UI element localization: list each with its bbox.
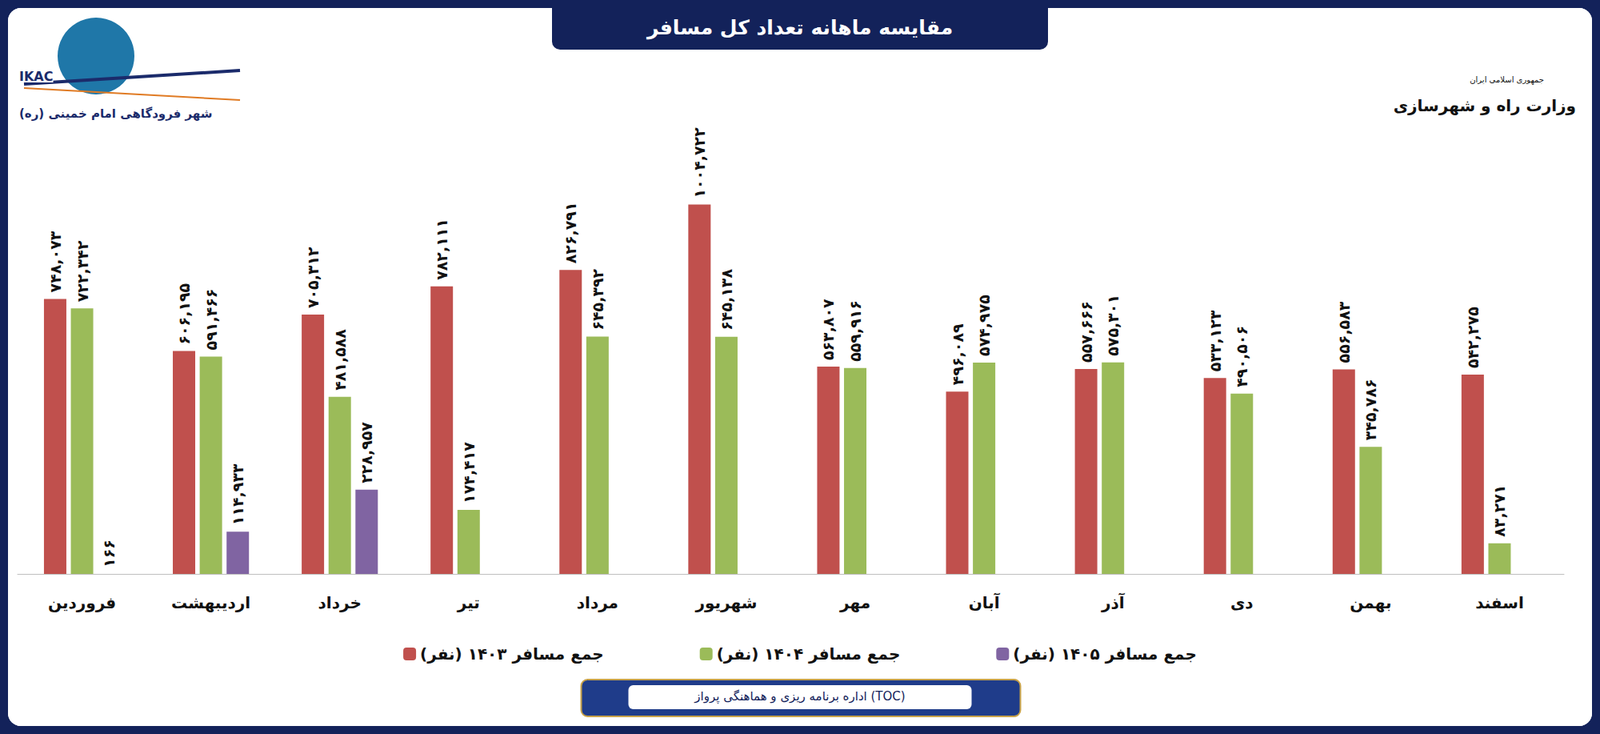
- svg-text:۴۹۰,۵۰۶: ۴۹۰,۵۰۶: [1232, 325, 1251, 388]
- svg-text:اداره برنامه ریزی و هماهنگی پر: اداره برنامه ریزی و هماهنگی پرواز (TOC): [693, 688, 905, 704]
- svg-text:تیر: تیر: [456, 592, 480, 612]
- svg-text:شهر فرودگاهی امام خمینی (ره): شهر فرودگاهی امام خمینی (ره): [19, 106, 213, 121]
- svg-text:۶۴۵,۳۹۲: ۶۴۵,۳۹۲: [588, 268, 607, 330]
- svg-text:جمع مسافر ۱۴۰۵ (نفر): جمع مسافر ۱۴۰۵ (نفر): [1012, 644, 1197, 664]
- svg-text:جمهوری اسلامی ایران: جمهوری اسلامی ایران: [1469, 75, 1544, 85]
- svg-text:۸۲۶,۷۹۱: ۸۲۶,۷۹۱: [561, 201, 580, 264]
- svg-text:۵۵۷,۶۶۶: ۵۵۷,۶۶۶: [1077, 300, 1096, 363]
- svg-text:۷۲۲,۳۴۲: ۷۲۲,۳۴۲: [73, 240, 92, 302]
- svg-text:۵۵۶,۵۸۳: ۵۵۶,۵۸۳: [1335, 300, 1353, 363]
- svg-text:۷۸۲,۱۱۱: ۷۸۲,۱۱۱: [432, 218, 451, 280]
- svg-text:۵۵۹,۹۱۶: ۵۵۹,۹۱۶: [846, 300, 864, 362]
- svg-text:آذر: آذر: [1100, 592, 1126, 612]
- svg-text:۴۹۶,۰۸۹: ۴۹۶,۰۸۹: [948, 323, 967, 385]
- svg-text:مهر: مهر: [839, 592, 871, 612]
- svg-text:جمع مسافر ۱۴۰۳ (نفر): جمع مسافر ۱۴۰۳ (نفر): [420, 644, 604, 664]
- svg-text:۳۴۵,۷۸۶: ۳۴۵,۷۸۶: [1361, 378, 1380, 440]
- svg-text:مقایسه ماهانه تعداد کل مسافر: مقایسه ماهانه تعداد کل مسافر: [645, 16, 953, 40]
- svg-text:اسفند: اسفند: [1475, 592, 1524, 612]
- svg-text:۶۴۵,۱۳۸: ۶۴۵,۱۳۸: [717, 268, 736, 331]
- svg-text:خرداد: خرداد: [318, 592, 362, 612]
- svg-text:۱۱۴,۹۳۳: ۱۱۴,۹۳۳: [228, 463, 247, 525]
- svg-text:۷۰۵,۳۱۲: ۷۰۵,۳۱۲: [304, 246, 322, 308]
- svg-text:۵۴۲,۲۷۵: ۵۴۲,۲۷۵: [1464, 306, 1482, 368]
- svg-text:بهمن: بهمن: [1349, 592, 1392, 612]
- svg-text:۱۶۶: ۱۶۶: [100, 539, 118, 568]
- svg-text:شهریور: شهریور: [695, 592, 758, 612]
- svg-text:۱۷۴,۴۱۷: ۱۷۴,۴۱۷: [460, 441, 478, 504]
- svg-text:۶۰۶,۱۹۵: ۶۰۶,۱۹۵: [175, 282, 193, 344]
- svg-text:وزارت راه و شهرسازی: وزارت راه و شهرسازی: [1393, 96, 1576, 116]
- svg-text:۷۴۸,۰۷۳: ۷۴۸,۰۷۳: [46, 230, 64, 292]
- svg-text:فروردین: فروردین: [48, 592, 116, 612]
- svg-text:مرداد: مرداد: [576, 592, 619, 612]
- svg-text:آبان: آبان: [968, 592, 1001, 612]
- svg-text:۵۷۴,۹۷۵: ۵۷۴,۹۷۵: [975, 294, 993, 356]
- svg-text:اردیبهشت: اردیبهشت: [171, 592, 251, 612]
- svg-text:۵۹۱,۴۶۶: ۵۹۱,۴۶۶: [202, 288, 220, 351]
- svg-text:۴۸۱,۵۸۸: ۴۸۱,۵۸۸: [331, 328, 349, 391]
- svg-text:جمع مسافر ۱۴۰۴ (نفر): جمع مسافر ۱۴۰۴ (نفر): [716, 644, 901, 664]
- svg-text:۸۳,۲۷۱: ۸۳,۲۷۱: [1490, 484, 1508, 537]
- svg-text:۵۶۳,۸۰۷: ۵۶۳,۸۰۷: [819, 298, 837, 360]
- svg-text:۵۷۵,۳۰۱: ۵۷۵,۳۰۱: [1104, 294, 1122, 356]
- svg-text:۱۰۰۴,۷۲۲: ۱۰۰۴,۷۲۲: [690, 127, 708, 199]
- svg-text:IKAC: IKAC: [19, 68, 53, 84]
- svg-text:دی: دی: [1230, 592, 1254, 612]
- svg-text:۵۳۳,۱۲۳: ۵۳۳,۱۲۳: [1206, 309, 1224, 372]
- svg-text:۲۲۸,۹۵۷: ۲۲۸,۹۵۷: [357, 421, 376, 484]
